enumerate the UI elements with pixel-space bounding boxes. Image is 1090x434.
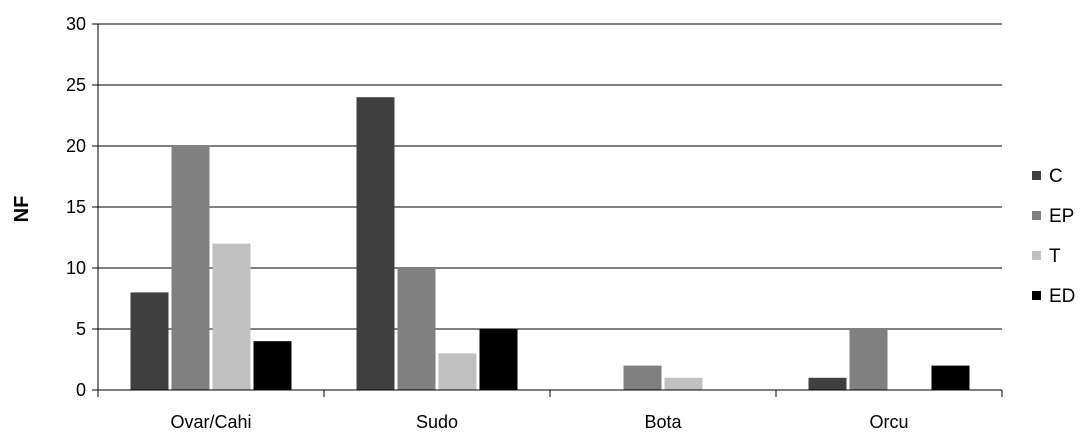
bars [130,97,970,390]
y-tick-label: 30 [66,14,86,34]
legend-swatch-ep [1032,211,1041,220]
y-tick-label: 25 [66,75,86,95]
legend: C EP T ED [1032,166,1075,307]
legend-swatch-c [1032,171,1041,180]
bar-c-sudo [356,97,395,390]
legend-label-c: C [1049,166,1063,187]
legend-label-t: T [1049,246,1061,267]
legend-label-ed: ED [1049,286,1075,307]
y-tick-label: 10 [66,258,86,278]
bar-c-ovar-cahi [130,292,169,390]
legend-swatch-t [1032,251,1041,260]
x-category-label: Ovar/Cahi [170,412,251,432]
bar-t-bota [664,377,703,390]
axes: 0 5 10 15 20 25 30 Ovar/Cahi Sudo Bota Orcu [66,14,1003,432]
x-category-label: Bota [644,412,682,432]
x-category-label: Orcu [869,412,908,432]
y-tick-label: 15 [66,197,86,217]
x-category-label: Sudo [416,412,458,432]
y-tick-label: 20 [66,136,86,156]
bar-ed-sudo [479,329,518,390]
y-axis-label: NF [11,196,33,223]
y-tick-label: 0 [76,380,86,400]
legend-swatch-ed [1032,291,1041,300]
y-tick-label: 5 [76,319,86,339]
bar-c-orcu [808,377,847,390]
bar-ep-orcu [849,329,888,390]
bar-t-ovar-cahi [212,243,251,390]
bar-ed-orcu [931,365,970,390]
bar-ep-ovar-cahi [171,146,210,390]
bar-ep-sudo [397,268,436,390]
legend-label-ep: EP [1049,206,1074,227]
bar-ep-bota [623,365,662,390]
bar-t-sudo [438,353,477,390]
bar-ed-ovar-cahi [253,341,292,390]
